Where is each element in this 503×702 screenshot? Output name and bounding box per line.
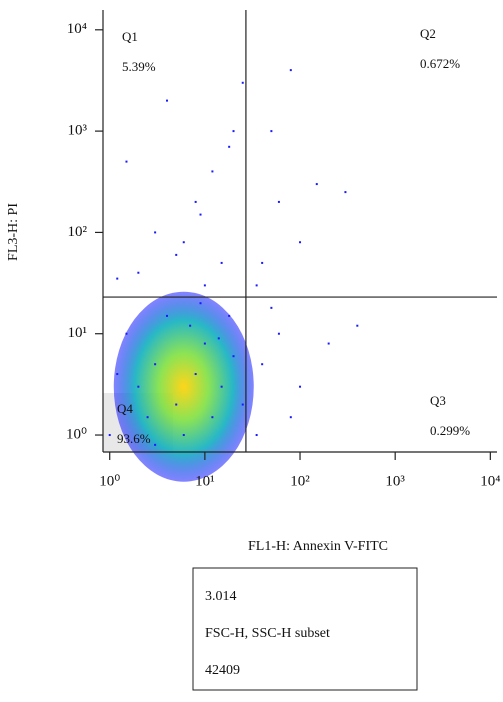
y-tick-label: 10² xyxy=(68,224,88,240)
point xyxy=(194,200,197,203)
point xyxy=(137,271,140,274)
point xyxy=(220,385,223,388)
point xyxy=(211,416,214,419)
point xyxy=(261,363,264,366)
quadrant-percent: 0.672% xyxy=(420,56,460,71)
point xyxy=(108,434,111,437)
point xyxy=(125,332,128,335)
quadrant-name: Q2 xyxy=(420,26,436,41)
y-axis-label: FL3-H: PI xyxy=(6,203,21,261)
point xyxy=(228,314,231,317)
point xyxy=(356,324,359,327)
y-tick-label: 10¹ xyxy=(68,325,88,341)
point xyxy=(277,332,280,335)
point xyxy=(344,191,347,194)
info-text: FSC-H, SSC-H subset xyxy=(205,626,330,641)
point xyxy=(315,183,318,186)
point xyxy=(255,284,258,287)
x-tick-label: 10⁴ xyxy=(480,473,500,489)
y-tick-label: 10³ xyxy=(68,123,88,139)
point xyxy=(241,403,244,406)
point xyxy=(189,324,192,327)
point xyxy=(299,385,302,388)
point xyxy=(270,130,273,133)
point xyxy=(137,385,140,388)
x-tick-label: 10⁰ xyxy=(99,473,120,489)
point xyxy=(154,443,157,446)
point xyxy=(203,342,206,345)
point xyxy=(116,373,119,376)
point xyxy=(255,434,258,437)
point xyxy=(175,403,178,406)
point xyxy=(199,213,202,216)
point xyxy=(175,253,178,256)
point xyxy=(166,99,169,102)
point xyxy=(154,363,157,366)
point xyxy=(217,337,220,340)
point xyxy=(194,373,197,376)
point xyxy=(211,170,214,173)
info-text: 42409 xyxy=(205,663,240,678)
point xyxy=(232,130,235,133)
x-tick-label: 10¹ xyxy=(195,473,215,489)
point xyxy=(299,241,302,244)
point xyxy=(182,241,185,244)
quadrant-percent: 93.6% xyxy=(117,431,151,446)
quadrant-name: Q1 xyxy=(122,29,138,44)
point xyxy=(289,416,292,419)
point xyxy=(182,434,185,437)
quadrant-name: Q3 xyxy=(430,393,446,408)
point xyxy=(146,416,149,419)
point xyxy=(166,314,169,317)
density-peak xyxy=(113,291,254,482)
point xyxy=(261,261,264,264)
point xyxy=(232,355,235,358)
point xyxy=(327,342,330,345)
y-tick-label: 10⁴ xyxy=(67,21,87,37)
point xyxy=(277,200,280,203)
quadrant-percent: 5.39% xyxy=(122,59,156,74)
x-tick-label: 10³ xyxy=(385,473,405,489)
point xyxy=(199,302,202,305)
point xyxy=(220,261,223,264)
point xyxy=(228,145,231,148)
x-axis-label: FL1-H: Annexin V-FITC xyxy=(248,539,388,554)
info-text: 3.014 xyxy=(205,589,237,604)
info-box xyxy=(192,567,418,691)
point xyxy=(270,306,273,309)
point xyxy=(125,160,128,163)
quadrant-percent: 0.299% xyxy=(430,423,470,438)
point xyxy=(241,81,244,84)
point xyxy=(116,277,119,280)
y-tick-label: 10⁰ xyxy=(66,426,87,442)
point xyxy=(203,284,206,287)
point xyxy=(154,231,157,234)
quadrant-name: Q4 xyxy=(117,401,133,416)
point xyxy=(289,69,292,72)
x-tick-label: 10² xyxy=(290,473,310,489)
